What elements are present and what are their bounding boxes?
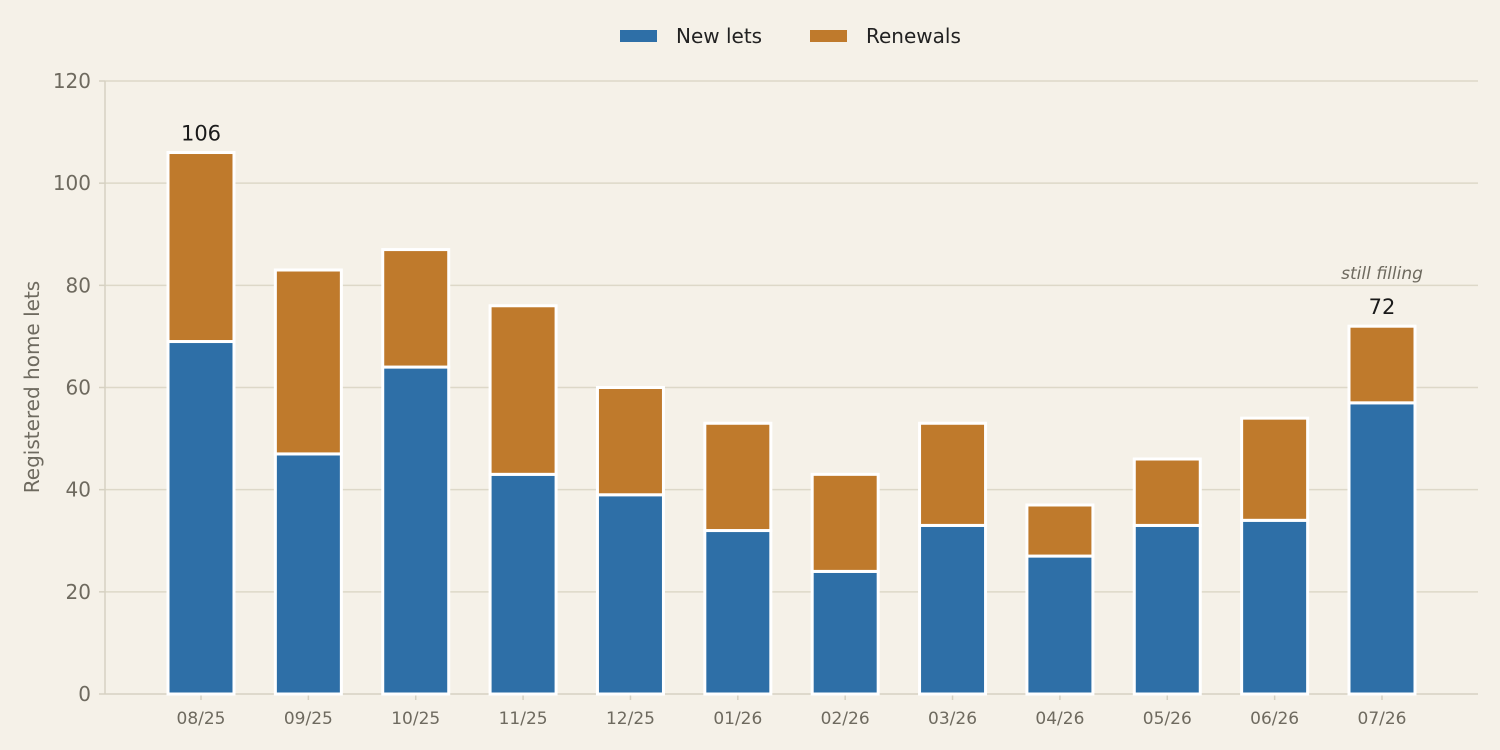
bar-renewals (1025, 503, 1095, 558)
bar-total-label: 106 (181, 122, 221, 146)
x-tick-label: 09/25 (284, 709, 333, 729)
bar-new-lets (488, 472, 558, 696)
bar-renewals (381, 248, 451, 369)
x-tick-label: 03/26 (928, 709, 977, 729)
y-tick-label: 100 (53, 171, 91, 195)
y-tick-label: 120 (53, 69, 91, 93)
legend-label: New lets (676, 24, 762, 48)
bar-new-lets (810, 569, 880, 696)
bar-total-label: 72 (1369, 295, 1396, 319)
x-tick-label: 06/26 (1250, 709, 1299, 729)
bar-renewals (1240, 416, 1310, 522)
bar-new-lets (595, 493, 665, 696)
bar-new-lets (1132, 523, 1202, 696)
x-tick-label: 01/26 (713, 709, 762, 729)
bar-renewals (1132, 457, 1202, 527)
axes: 0 20 40 60 80 100 120 08/25 09/25 10/25 11/25 12/25… (53, 69, 1478, 729)
bar-new-lets (1347, 401, 1417, 696)
x-tick-label: 05/26 (1143, 709, 1192, 729)
y-tick-label: 60 (66, 376, 91, 400)
bar-renewals (488, 304, 558, 476)
bar-note-label: still filling (1341, 264, 1423, 284)
y-tick-label: 20 (66, 580, 91, 604)
bar-renewals (1347, 324, 1417, 405)
x-tick-label: 12/25 (606, 709, 655, 729)
legend-swatch (620, 30, 657, 42)
x-tick-label: 04/26 (1035, 709, 1084, 729)
bar-new-lets (273, 452, 343, 696)
bar-renewals (703, 421, 773, 533)
bar-renewals (166, 151, 236, 344)
x-tick-label: 10/25 (391, 709, 440, 729)
x-tick-label: 02/26 (821, 709, 870, 729)
annotations: 106 72 still filling (181, 122, 1423, 320)
x-tick-label: 07/26 (1358, 709, 1407, 729)
bar-renewals (918, 421, 988, 527)
bar-renewals (595, 386, 665, 497)
y-tick-label: 0 (78, 682, 91, 706)
x-tick-label: 08/25 (177, 709, 226, 729)
bar-new-lets (381, 365, 451, 696)
bars (166, 151, 1417, 696)
bar-new-lets (166, 340, 236, 696)
bar-renewals (810, 472, 880, 573)
x-tick-label: 11/25 (499, 709, 548, 729)
bar-renewals (273, 268, 343, 456)
y-tick-label: 80 (66, 273, 91, 297)
y-tick-label: 40 (66, 478, 91, 502)
bar-new-lets (918, 523, 988, 696)
y-axis-label: Registered home lets (20, 281, 44, 493)
bar-new-lets (1240, 518, 1310, 696)
bar-new-lets (1025, 554, 1095, 696)
legend: New lets Renewals (620, 24, 961, 48)
legend-swatch (810, 30, 847, 42)
legend-label: Renewals (866, 24, 961, 48)
bar-new-lets (703, 529, 773, 696)
